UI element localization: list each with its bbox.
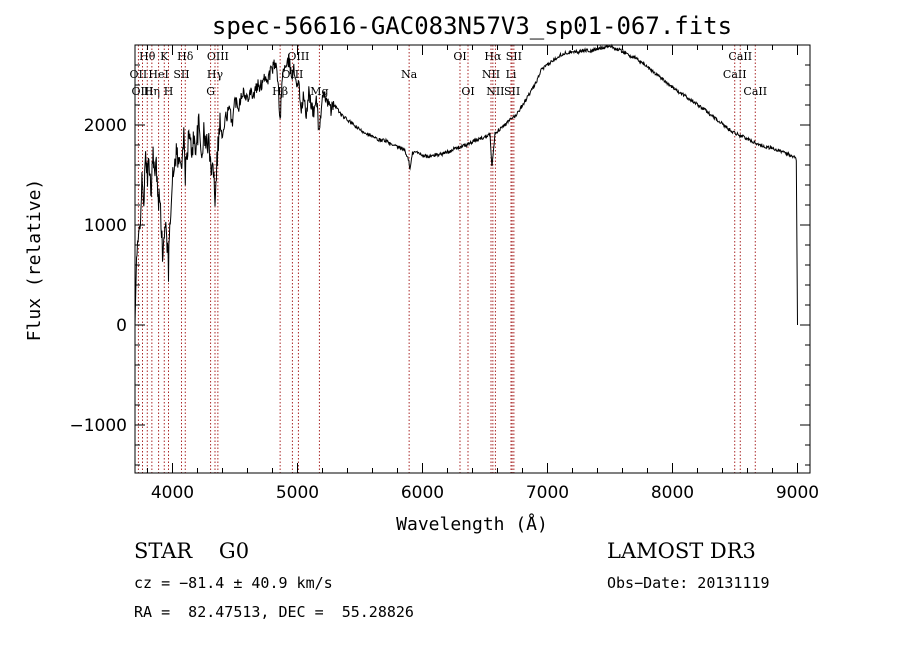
line-marker-label: Hδ [177,50,194,63]
object-class-label: STAR G0 [134,539,250,563]
x-tick-label: 7000 [526,483,569,503]
line-marker-label: CaII [728,50,752,63]
line-marker-label: G [206,85,215,98]
x-tick-label: 8000 [651,483,694,503]
y-tick-label: 2000 [84,116,127,136]
line-marker-label: OIII [287,50,309,63]
axis-tick-labels: 4000 5000 6000 7000 8000 9000 −1000 0 1000 2000 [69,116,819,503]
plot-frame [134,44,811,474]
x-axis-label: Wavelength (Å) [396,513,548,535]
line-marker-label: OIII [131,85,153,98]
line-marker-label: OI [453,50,466,63]
line-marker-label: SII [173,68,189,81]
redshift-value: cz = −81.4 ± 40.9 km/s [134,574,333,592]
line-marker-label: HeI [148,68,168,81]
line-marker-label: SII [504,85,520,98]
x-tick-label: 5000 [276,483,319,503]
y-axis-label: Flux (relative) [24,179,45,342]
line-marker-label: OI [461,85,474,98]
x-tick-label: 6000 [401,483,444,503]
line-marker-label: Li [506,68,517,81]
spectrum-series-line [134,43,798,326]
survey-label: LAMOST DR3 [607,539,756,563]
line-marker-label: H [164,85,174,98]
x-tick-label: 9000 [776,483,819,503]
coordinates-value: RA = 82.47513, DEC = 55.28826 [134,603,414,621]
line-marker-label: Hη [144,85,160,98]
line-marker-label: Na [401,68,418,81]
y-tick-label: 0 [116,316,127,336]
line-marker-label: OIII [207,50,229,63]
line-marker-label: Hθ [139,50,156,63]
line-marker-label: K [160,50,169,63]
x-tick-label: 4000 [151,483,194,503]
line-marker-label: CaII [743,85,767,98]
line-marker-label: SII [506,50,522,63]
chart-title: spec-56616-GAC083N57V3_sp01-067.fits [212,12,732,40]
line-marker-label: OII [130,68,148,81]
line-marker-label: NII [482,68,500,81]
line-marker-label: Hγ [207,68,224,81]
y-tick-label: −1000 [69,416,127,436]
line-marker-label: Hβ [272,85,288,98]
y-tick-label: 1000 [84,216,127,236]
line-marker-label: CaII [723,68,747,81]
line-marker-label: Mg [310,85,328,98]
line-marker-label: Hα [484,50,502,63]
observation-date: Obs−Date: 20131119 [607,574,770,592]
axis-ticks [135,44,810,473]
line-marker-label: NII [486,85,504,98]
